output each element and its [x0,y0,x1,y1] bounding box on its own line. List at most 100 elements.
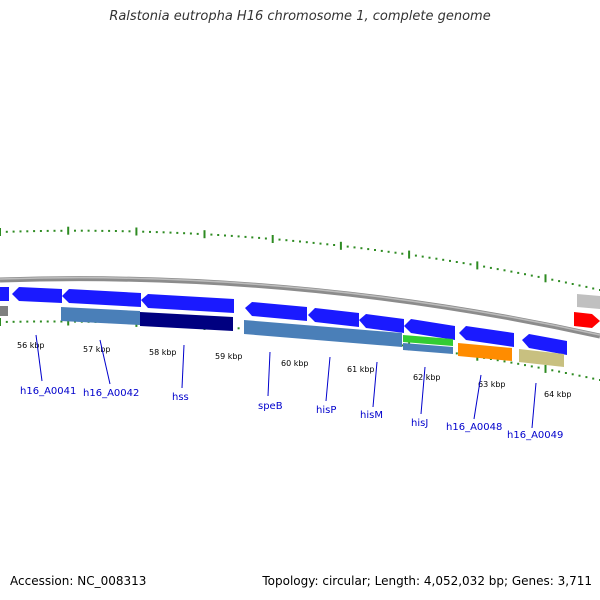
minor-tick [26,230,29,233]
minor-tick [46,229,49,232]
minor-tick [12,230,15,233]
minor-tick [578,284,581,287]
gene-arrow-red[interactable] [574,312,600,328]
gene-arrow[interactable] [308,308,359,327]
minor-tick [237,327,240,330]
feature-bar-steelblue[interactable] [61,307,140,325]
map-title: Ralstonia eutropha H16 chromosome 1, com… [109,9,491,24]
gene-label-h16-a0042[interactable]: h16_A0042 [83,388,139,399]
feature-bar-steelblue[interactable] [244,320,402,347]
minor-tick [149,230,151,233]
minor-tick [230,234,233,237]
gene-label-speb[interactable]: speB [258,401,283,412]
minor-tick [251,236,254,239]
minor-tick [12,320,15,323]
minor-tick [74,229,76,232]
minor-tick [455,352,458,355]
minor-tick [394,251,397,254]
minor-tick [94,229,97,232]
gene-label-h16-a0048[interactable]: h16_A0048 [446,422,502,433]
gene-label-hisp[interactable]: hisP [316,405,336,416]
minor-tick [19,230,22,233]
gene-arrow[interactable] [62,289,141,307]
major-tick [0,318,1,326]
gene-arrow[interactable] [245,302,307,321]
minor-tick [108,229,111,232]
minor-tick [183,232,186,235]
minor-tick [496,359,499,362]
gene-label-h16-a0049[interactable]: h16_A0049 [507,430,563,441]
feature-bar-navy[interactable] [140,312,233,331]
forward-strand-genes [0,287,600,355]
major-tick [544,274,547,283]
minor-tick [53,229,56,232]
minor-tick [333,244,336,246]
major-tick [67,317,70,326]
minor-tick [537,366,540,369]
minor-tick [169,231,172,234]
gene-label-hss[interactable]: hss [172,392,189,403]
gene-arrow[interactable] [459,326,514,347]
gene-arrow[interactable] [522,334,567,355]
feature-bar-orange[interactable] [458,343,512,361]
gene-arrow[interactable] [0,287,9,301]
kbp-label: 60 kbp [281,359,309,368]
minor-tick [503,269,506,272]
minor-tick [39,230,42,232]
kbp-label: 59 kbp [215,352,243,361]
minor-tick [162,231,165,234]
minor-tick [237,235,240,238]
minor-tick [530,274,533,277]
genome-backbone [0,276,600,339]
gene-arrow[interactable] [12,287,62,303]
gene-label-h16-a0041[interactable]: h16_A0041 [20,386,76,397]
feature-bars [0,306,564,367]
minor-tick [496,268,499,271]
minor-tick [285,239,288,242]
minor-tick [142,230,145,233]
minor-tick [292,239,295,242]
minor-tick [128,230,131,233]
kbp-label: 56 kbp [17,341,45,350]
minor-tick [217,234,220,236]
minor-tick [571,283,574,285]
minor-tick [564,372,567,374]
minor-tick [503,360,506,363]
minor-tick [5,320,8,323]
major-tick [0,228,1,236]
minor-tick [319,242,322,245]
major-tick [339,241,342,250]
feature-bar-steelblue[interactable] [403,343,453,354]
minor-tick [489,266,492,269]
minor-tick [101,229,104,232]
minor-tick [33,230,36,233]
minor-tick [578,374,581,377]
gene-leader-lines [35,334,537,429]
minor-tick [585,285,588,288]
minor-tick [224,234,226,237]
minor-tick [530,365,533,368]
minor-tick [592,377,595,380]
gene-arrow[interactable] [404,319,455,340]
major-tick [544,364,547,373]
minor-tick [176,231,179,234]
major-tick [135,227,138,236]
minor-tick [517,271,520,274]
topology-summary: Topology: circular; Length: 4,052,032 bp… [262,574,592,588]
feature-bar-green[interactable] [403,335,453,346]
feature-bar-khaki[interactable] [519,349,564,367]
gene-label-hism[interactable]: hisM [360,410,383,421]
major-tick [67,226,70,235]
minor-tick [33,320,36,323]
minor-tick [387,250,390,253]
minor-tick [414,254,417,257]
gene-arrow-silver[interactable] [577,294,600,309]
gene-label-hisj[interactable]: hisJ [411,418,428,429]
gene-arrow[interactable] [359,314,404,333]
kbp-label: 61 kbp [347,365,375,374]
minor-tick [312,241,315,244]
gene-arrow[interactable] [141,294,234,313]
minor-tick [189,232,192,235]
minor-tick [524,273,526,276]
